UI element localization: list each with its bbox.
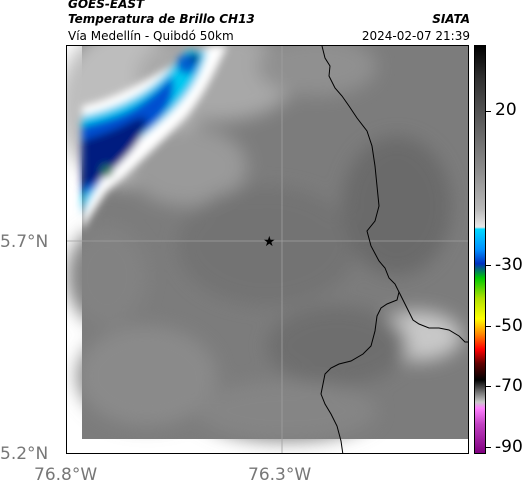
colorbar-tick [486, 386, 491, 387]
satellite-map[interactable]: ★ [66, 45, 469, 454]
lat-label-5-2: 5.2°N [0, 444, 49, 464]
colorbar-label: -30 [495, 255, 523, 275]
lat-label-5-7: 5.7°N [0, 232, 49, 252]
department-boundary [320, 46, 400, 453]
colorbar-tick [486, 111, 491, 112]
colorbar-label: -70 [495, 376, 523, 396]
title-satellite: GOES-EAST [68, 0, 145, 11]
colorbar-tick [486, 326, 491, 327]
map-canvas: ★ [67, 46, 468, 453]
star-marker[interactable]: ★ [263, 234, 276, 250]
colorbar [474, 45, 486, 454]
colorbar-tick [486, 447, 491, 448]
colorbar-label: 20 [495, 100, 517, 120]
lon-label-76-8: 76.8°W [34, 465, 98, 485]
subtitle-route: Vía Medellín - Quibdó 50km [68, 29, 234, 43]
brightness-temperature-image [67, 46, 468, 441]
colorbar-label: -90 [495, 437, 523, 457]
lon-label-76-3: 76.3°W [248, 465, 312, 485]
subtitle-datetime: 2024-02-07 21:39 [361, 29, 470, 43]
colorbar-label: -50 [495, 316, 523, 336]
title-organization: SIATA [432, 12, 470, 26]
title-product: Temperatura de Brillo CH13 [68, 12, 255, 26]
colorbar-tick [486, 265, 491, 266]
department-boundary-east [398, 291, 468, 343]
